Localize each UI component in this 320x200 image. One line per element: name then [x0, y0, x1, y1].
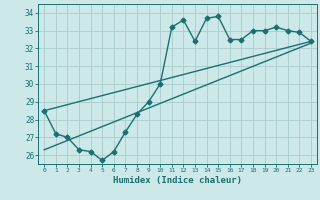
- X-axis label: Humidex (Indice chaleur): Humidex (Indice chaleur): [113, 176, 242, 185]
